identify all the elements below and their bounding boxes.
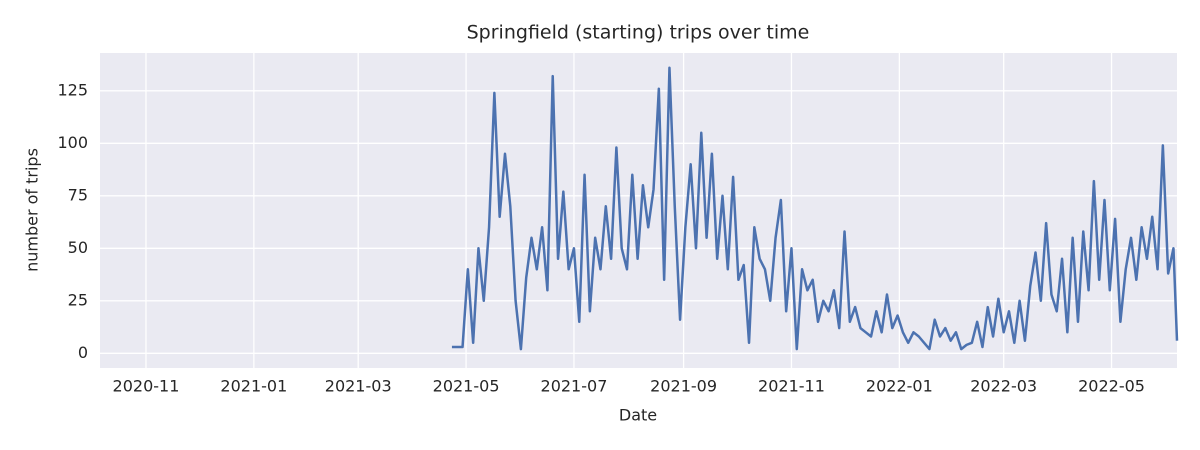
x-tick-label: 2022-01 <box>866 377 933 396</box>
y-tick-label: 75 <box>68 185 88 204</box>
y-axis-label: number of trips <box>23 148 42 272</box>
y-tick-label: 100 <box>57 133 88 152</box>
x-tick-label: 2022-05 <box>1078 377 1145 396</box>
x-axis-label: Date <box>619 406 657 425</box>
x-tick-label: 2021-01 <box>220 377 287 396</box>
y-tick-label: 0 <box>78 343 88 362</box>
y-tick-label: 125 <box>57 80 88 99</box>
x-tick-label: 2021-05 <box>433 377 500 396</box>
plot-area <box>100 53 1177 368</box>
x-tick-label: 2021-09 <box>650 377 717 396</box>
x-tick-label: 2021-03 <box>325 377 392 396</box>
y-tick-label: 50 <box>68 238 88 257</box>
x-tick-label: 2021-07 <box>541 377 608 396</box>
x-tick-label: 2020-11 <box>113 377 180 396</box>
x-tick-label: 2021-11 <box>758 377 825 396</box>
y-tick-label: 25 <box>68 290 88 309</box>
data-line <box>451 66 1179 351</box>
chart-title: Springfield (starting) trips over time <box>467 22 810 44</box>
x-tick-label: 2022-03 <box>970 377 1037 396</box>
